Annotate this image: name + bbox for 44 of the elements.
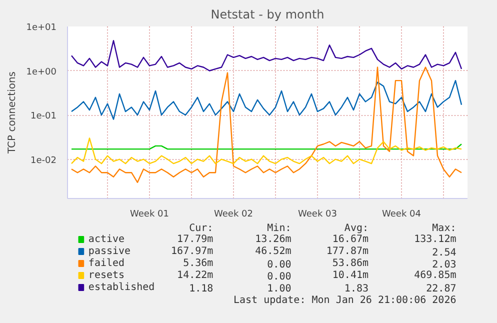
text: 53.86m: [332, 258, 369, 269]
text: 22.87: [426, 284, 456, 294]
text: 1.83: [344, 284, 369, 294]
text: 1.00: [267, 284, 292, 294]
text: 469.85m: [414, 270, 456, 281]
legend-label: resets: [88, 270, 125, 281]
x-tick-label: Week 04: [382, 210, 422, 220]
chart-title: Netstat - by month: [210, 8, 324, 22]
legend-label: established: [88, 282, 155, 293]
text: 10.41m: [332, 270, 369, 281]
text: 133.12m: [414, 234, 456, 245]
text: 0.00: [267, 272, 292, 282]
text: 46.52m: [255, 246, 292, 257]
y-axis-title: TCP connections: [7, 71, 18, 155]
text: 2.54: [432, 248, 456, 258]
legend-label: active: [88, 234, 125, 245]
x-tick-label: Week 02: [214, 210, 253, 220]
x-tick-label: Week 03: [298, 210, 337, 220]
line-series: [70, 80, 462, 120]
x-tick-label: Week 01: [130, 210, 169, 220]
text: Cur:: [189, 223, 214, 234]
text: 13.26m: [255, 234, 292, 245]
y-tick-label: 1e+01: [26, 23, 57, 33]
y-tick-label: 1e+00: [26, 67, 57, 78]
line-series: [70, 66, 462, 184]
text: Avg:: [344, 223, 369, 234]
text: Max:: [432, 223, 456, 234]
text: 0.00: [267, 260, 292, 270]
text: Min:: [267, 223, 292, 234]
text: 1.18: [189, 284, 214, 294]
text: 17.79m: [177, 234, 214, 245]
line-series: [70, 40, 462, 72]
text: 5.36m: [183, 258, 214, 269]
y-tick-label: 1e-02: [30, 156, 57, 166]
line-series: [70, 138, 462, 164]
text: 167.97m: [171, 246, 214, 257]
legend-label: failed: [88, 258, 125, 269]
legend-label: passive: [88, 246, 131, 257]
text: 16.67m: [332, 234, 369, 245]
text: Last update: Mon Jan 26 21:00:06 2026: [233, 295, 456, 306]
text: 14.22m: [177, 270, 214, 281]
text: 177.87m: [326, 246, 369, 257]
text: 2.03: [432, 260, 456, 270]
y-tick-label: 1e-01: [30, 112, 57, 122]
